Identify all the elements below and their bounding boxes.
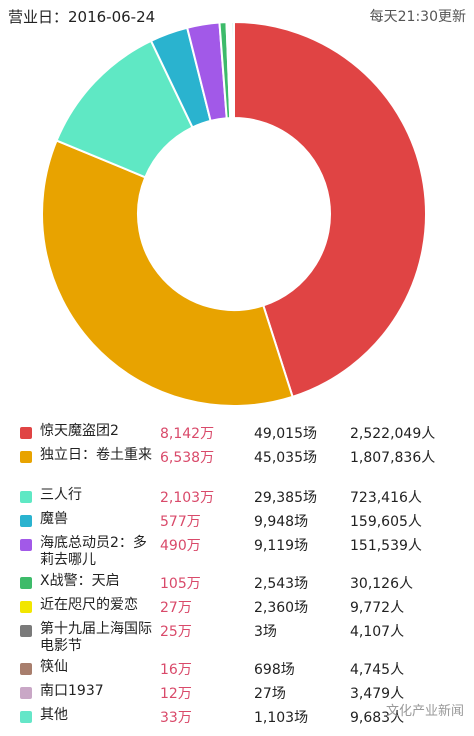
box-office: 27万 [160, 600, 192, 616]
donut-slice-2 [41, 139, 294, 407]
admissions: 2,522,049人 [350, 426, 436, 442]
show-count: 698场 [254, 662, 295, 678]
legend-swatch [20, 491, 32, 503]
box-office: 105万 [160, 576, 201, 592]
legend-swatch [20, 687, 32, 699]
show-count: 49,015场 [254, 426, 317, 442]
box-office: 25万 [160, 624, 192, 640]
donut-chart [41, 20, 427, 407]
movie-name: 海底总动员2：多莉去哪儿 [40, 535, 147, 568]
legend-swatch [20, 539, 32, 551]
donut-slice-1 [233, 20, 427, 399]
movie-name: 筷仙 [40, 659, 68, 675]
show-count: 1,103场 [254, 710, 309, 726]
legend-swatch [20, 663, 32, 675]
legend-swatch [20, 601, 32, 613]
admissions: 4,107人 [350, 624, 405, 640]
header: 营业日：2016-06-24 每天21:30更新 [0, 0, 474, 32]
show-count: 2,543场 [254, 576, 309, 592]
admissions: 151,539人 [350, 538, 422, 554]
box-office: 16万 [160, 662, 192, 678]
movie-name: 三人行 [40, 487, 82, 503]
legend-swatch [20, 451, 32, 463]
movie-name: 第十九届上海国际电影节 [40, 621, 152, 654]
show-count: 9,119场 [254, 538, 309, 554]
admissions: 3,479人 [350, 686, 405, 702]
business-date: 营业日：2016-06-24 [8, 8, 156, 26]
movie-name: 其他 [40, 707, 68, 723]
movie-name: 惊天魔盗团2 [40, 423, 119, 439]
donut-slice-11 [230, 20, 235, 120]
box-office: 490万 [160, 538, 201, 554]
update-note: 每天21:30更新 [369, 9, 466, 25]
box-office: 2,103万 [160, 490, 215, 506]
admissions: 159,605人 [350, 514, 422, 530]
movie-name: 南口1937 [40, 683, 104, 699]
show-count: 9,948场 [254, 514, 309, 530]
box-office: 8,142万 [160, 426, 215, 442]
movie-name: 独立日：卷土重来 [40, 447, 152, 463]
movie-name: 魔兽 [40, 511, 68, 527]
legend-swatch [20, 427, 32, 439]
box-office: 12万 [160, 686, 192, 702]
box-office: 6,538万 [160, 450, 215, 466]
admissions: 723,416人 [350, 490, 422, 506]
show-count: 2,360场 [254, 600, 309, 616]
show-count: 3场 [254, 624, 277, 640]
show-count: 45,035场 [254, 450, 317, 466]
box-office: 33万 [160, 710, 192, 726]
watermark: 文化产业新闻 [385, 704, 464, 719]
legend-swatch [20, 577, 32, 589]
legend-swatch [20, 625, 32, 637]
legend-swatch [20, 711, 32, 723]
legend-swatch [20, 515, 32, 527]
movie-name: 近在咫尺的爱恋 [40, 597, 138, 613]
admissions: 9,772人 [350, 600, 405, 616]
show-count: 27场 [254, 686, 286, 702]
show-count: 29,385场 [254, 490, 317, 506]
box-office: 577万 [160, 514, 201, 530]
admissions: 30,126人 [350, 576, 413, 592]
admissions: 4,745人 [350, 662, 405, 678]
admissions: 9,683人 [350, 710, 405, 726]
admissions: 1,807,836人 [350, 450, 436, 466]
movie-name: X战警：天启 [40, 573, 120, 589]
